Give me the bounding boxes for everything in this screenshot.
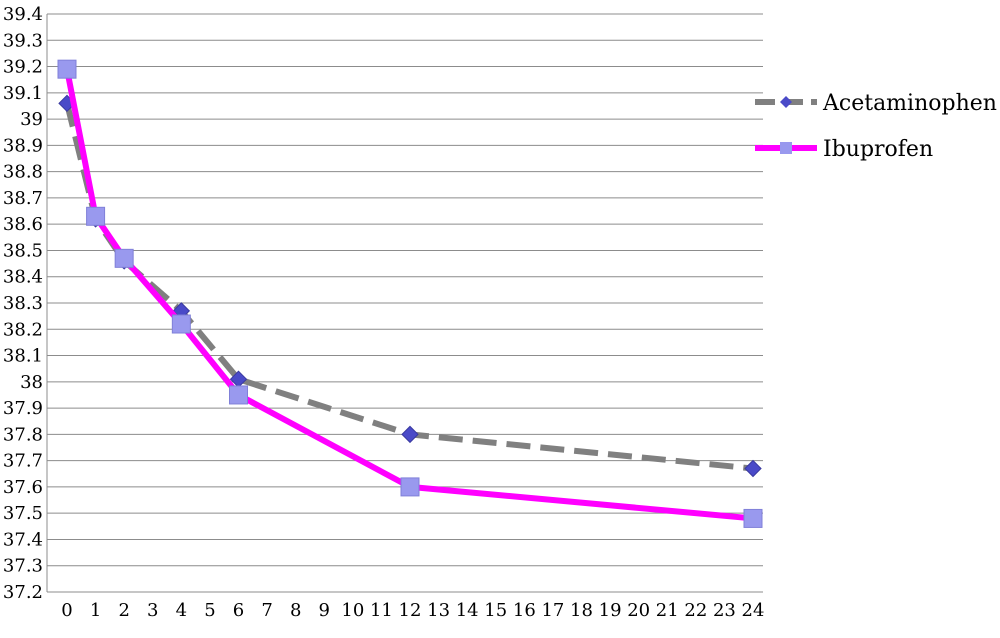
point-ibuprofen-6 [743,508,763,528]
series-line-ibuprofen [64,66,756,522]
x-tick-label-9: 9 [319,600,330,621]
point-ibuprofen-1 [86,206,106,226]
y-tick-label-11: 38.3 [3,293,43,314]
point-ibuprofen-0 [57,59,77,79]
series-line-acetaminophen [64,102,754,472]
point-acetaminophen-5 [401,425,419,444]
y-tick-label-13: 38.5 [3,240,43,261]
x-tick-label-21: 21 [656,600,679,621]
x-tick-label-23: 23 [713,600,736,621]
y-tick-label-4: 37.6 [3,477,43,498]
point-ibuprofen-4 [229,385,248,405]
x-tick-label-1: 1 [90,600,101,621]
x-tick-label-22: 22 [684,600,707,621]
y-tick-label-18: 39 [20,109,43,130]
y-tick-label-7: 37.9 [3,398,43,419]
x-tick-label-6: 6 [233,600,244,621]
y-tick-label-16: 38.8 [3,162,43,183]
x-tick-label-20: 20 [627,600,650,621]
y-tick-label-15: 38.7 [3,188,43,209]
y-tick-label-6: 37.8 [3,424,43,445]
legend-label-acetaminophen: Acetaminophen [822,91,997,116]
x-tick-label-17: 17 [541,600,564,621]
y-tick-label-8: 38 [20,372,43,393]
y-tick-label-12: 38.4 [3,267,43,288]
y-axis-ticks: 37.2 37.3 37.4 37.5 37.6 37.7 37.8 37.9 38 38.1 38… [3,4,43,603]
x-tick-label-13: 13 [427,600,450,621]
y-tick-label-2: 37.4 [3,529,43,550]
x-tick-label-0: 0 [61,600,72,621]
y-tick-label-22: 39.4 [3,4,43,25]
y-tick-label-9: 38.1 [3,346,43,367]
y-tick-label-17: 38.9 [3,135,43,156]
point-ibuprofen-5 [400,477,420,497]
x-tick-label-2: 2 [118,600,129,621]
y-tick-label-10: 38.2 [3,319,43,340]
y-tick-label-5: 37.7 [3,451,43,472]
legend-marker-acetaminophen [780,96,792,108]
point-ibuprofen-3 [171,314,191,334]
x-tick-label-24: 24 [742,600,765,621]
x-tick-label-19: 19 [599,600,622,621]
x-tick-label-12: 12 [399,600,422,621]
point-ibuprofen-2 [114,248,134,268]
point-acetaminophen-6 [744,459,762,478]
legend: Acetaminophen Ibuprofen [755,91,997,162]
y-tick-label-21: 39.3 [3,30,43,51]
x-tick-label-14: 14 [456,600,479,621]
y-tick-label-20: 39.2 [3,57,43,78]
y-tick-label-0: 37.2 [3,582,43,603]
x-tick-label-10: 10 [341,600,364,621]
x-tick-label-8: 8 [290,600,301,621]
x-tick-label-18: 18 [570,600,593,621]
y-tick-label-1: 37.3 [3,556,43,577]
series-group [57,59,763,528]
x-tick-label-7: 7 [261,600,272,621]
axes [46,14,763,593]
x-tick-label-3: 3 [147,600,158,621]
y-tick-label-14: 38.6 [3,214,43,235]
x-tick-label-15: 15 [484,600,507,621]
legend-label-ibuprofen: Ibuprofen [823,137,933,162]
x-axis-ticks: 0 1 2 3 4 5 6 7 8 9 10 11 12 13 14 15 16 17 18 19 20 21 22 23 24 [61,600,764,621]
x-tick-label-5: 5 [204,600,215,621]
x-tick-label-16: 16 [513,600,536,621]
x-tick-label-4: 4 [176,600,187,621]
x-tick-label-11: 11 [370,600,393,621]
y-tick-label-3: 37.5 [3,503,43,524]
y-tick-label-19: 39.1 [3,83,43,104]
grid-lines [47,13,763,593]
legend-marker-ibuprofen [780,142,792,154]
